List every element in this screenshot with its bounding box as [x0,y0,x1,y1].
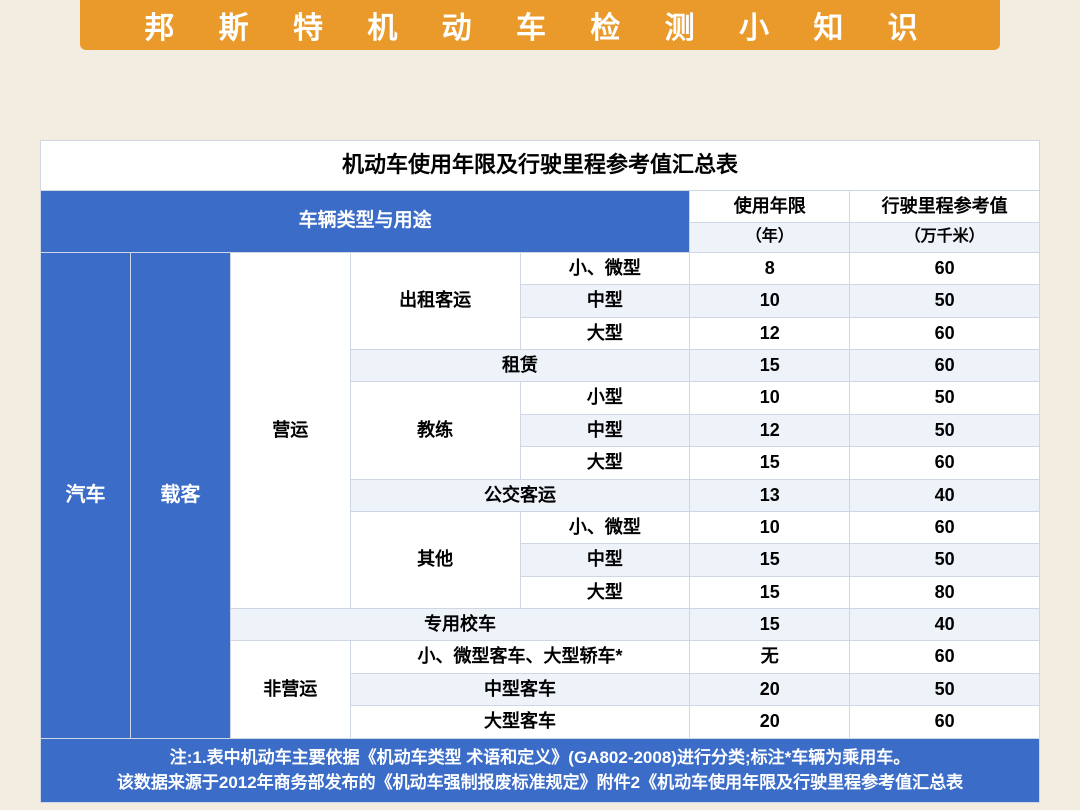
val-mileage: 40 [850,609,1040,641]
nonop-large: 大型客车 [350,706,690,738]
val-mileage: 60 [850,447,1040,479]
val-mileage: 60 [850,317,1040,349]
size-cell: 大型 [520,447,690,479]
val-years: 15 [690,447,850,479]
val-mileage: 50 [850,414,1040,446]
val-mileage: 40 [850,479,1040,511]
cat-other: 其他 [350,511,520,608]
nonop-medium: 中型客车 [350,673,690,705]
val-years: 15 [690,576,850,608]
hdr-mileage: 行驶里程参考值 [850,190,1040,222]
val-years: 8 [690,252,850,284]
val-years: 20 [690,706,850,738]
val-mileage: 80 [850,576,1040,608]
cat-rental: 租赁 [350,349,690,381]
header-row-1: 车辆类型与用途 使用年限 行驶里程参考值 [41,190,1040,222]
footer-text: 注:1.表中机动车主要依据《机动车类型 术语和定义》(GA802-2008)进行… [41,738,1040,802]
grp-nonop: 非营运 [230,641,350,738]
val-years: 15 [690,544,850,576]
grp-school: 专用校车 [230,609,690,641]
val-years: 13 [690,479,850,511]
size-cell: 小型 [520,382,690,414]
val-years: 12 [690,317,850,349]
size-cell: 小、微型 [520,511,690,543]
val-mileage: 60 [850,511,1040,543]
val-years: 15 [690,349,850,381]
table-title-row: 机动车使用年限及行驶里程参考值汇总表 [41,141,1040,191]
val-mileage: 50 [850,382,1040,414]
val-years: 无 [690,641,850,673]
cat-taxi: 出租客运 [350,252,520,349]
note-line-1: 注:1.表中机动车主要依据《机动车类型 术语和定义》(GA802-2008)进行… [45,745,1035,771]
val-mileage: 50 [850,673,1040,705]
val-mileage: 50 [850,544,1040,576]
val-years: 20 [690,673,850,705]
hdr-type: 车辆类型与用途 [41,190,690,252]
side-car: 汽车 [41,252,131,738]
table-title: 机动车使用年限及行驶里程参考值汇总表 [41,141,1040,191]
val-years: 12 [690,414,850,446]
size-cell: 中型 [520,414,690,446]
row-taxi-small: 汽车 载客 营运 出租客运 小、微型 8 60 [41,252,1040,284]
vehicle-table: 机动车使用年限及行驶里程参考值汇总表 车辆类型与用途 使用年限 行驶里程参考值 … [40,140,1040,803]
size-cell: 大型 [520,317,690,349]
nonop-small: 小、微型客车、大型轿车* [350,641,690,673]
cat-coach: 教练 [350,382,520,479]
size-cell: 大型 [520,576,690,608]
footer-note: 注:1.表中机动车主要依据《机动车类型 术语和定义》(GA802-2008)进行… [41,738,1040,802]
val-mileage: 60 [850,252,1040,284]
size-cell: 小、微型 [520,252,690,284]
val-years: 10 [690,285,850,317]
side-passenger: 载客 [130,252,230,738]
table-container: 机动车使用年限及行驶里程参考值汇总表 车辆类型与用途 使用年限 行驶里程参考值 … [40,140,1040,803]
val-years: 15 [690,609,850,641]
page-banner: 邦 斯 特 机 动 车 检 测 小 知 识 [80,0,1000,50]
val-years: 10 [690,511,850,543]
size-cell: 中型 [520,285,690,317]
val-mileage: 50 [850,285,1040,317]
val-years: 10 [690,382,850,414]
val-mileage: 60 [850,706,1040,738]
unit-years: （年） [690,222,850,252]
hdr-years: 使用年限 [690,190,850,222]
grp-operating: 营运 [230,252,350,608]
note-line-2: 该数据来源于2012年商务部发布的《机动车强制报废标准规定》附件2《机动车使用年… [45,770,1035,796]
val-mileage: 60 [850,349,1040,381]
size-cell: 中型 [520,544,690,576]
val-mileage: 60 [850,641,1040,673]
unit-mileage: （万千米） [850,222,1040,252]
cat-bus: 公交客运 [350,479,690,511]
